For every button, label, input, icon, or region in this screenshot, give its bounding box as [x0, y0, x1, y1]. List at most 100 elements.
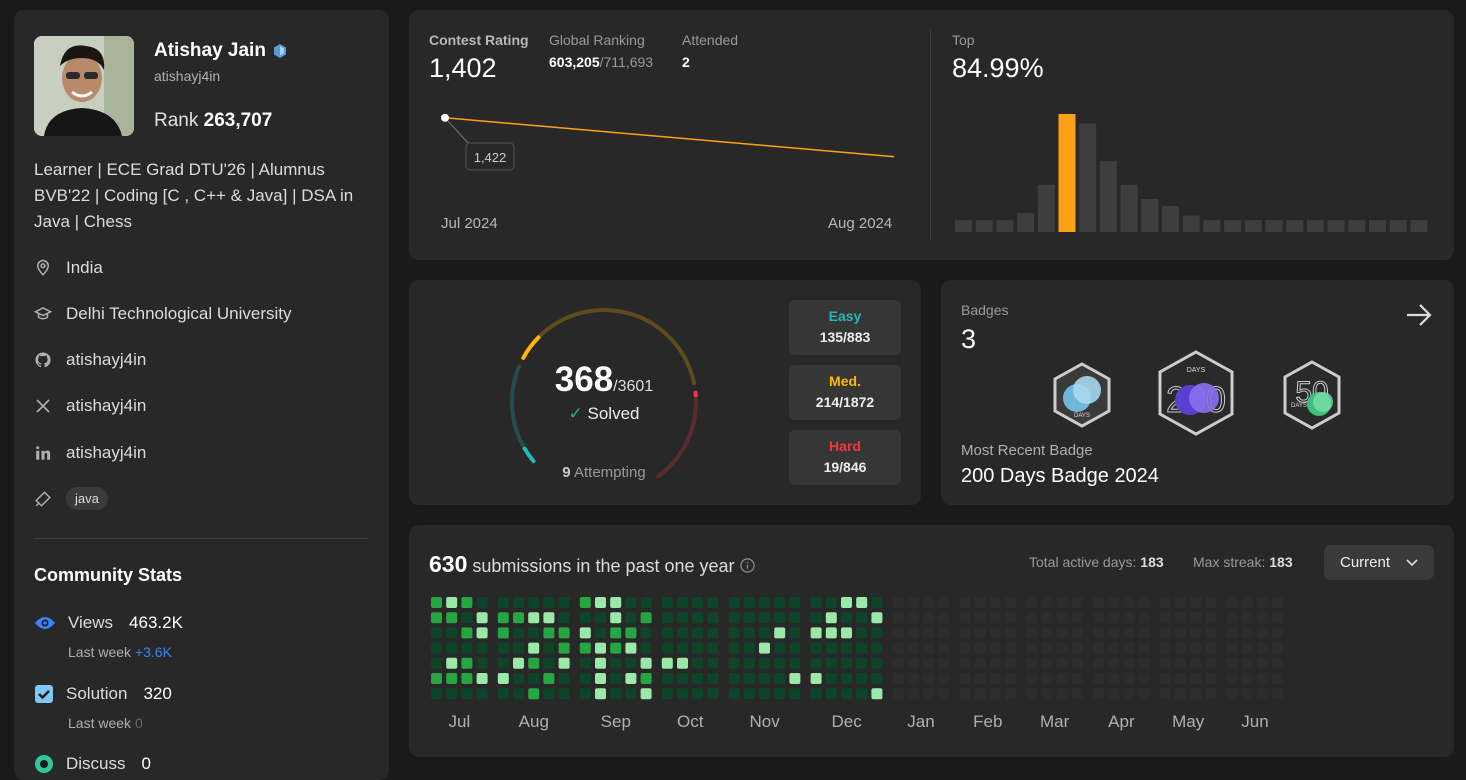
heatmap-cell[interactable] — [662, 612, 673, 623]
year-dropdown[interactable]: Current — [1324, 545, 1434, 580]
heatmap-cell[interactable] — [1026, 643, 1037, 654]
heatmap-cell[interactable] — [841, 612, 852, 623]
heatmap-cell[interactable] — [580, 627, 591, 638]
heatmap-cell[interactable] — [1093, 688, 1104, 699]
heatmap-cell[interactable] — [431, 658, 442, 669]
heatmap-cell[interactable] — [1093, 612, 1104, 623]
badge-icon-first[interactable]: DAYS — [1051, 362, 1113, 428]
heatmap-cell[interactable] — [1093, 673, 1104, 684]
heatmap-cell[interactable] — [498, 673, 509, 684]
x-row[interactable]: atishayj4in — [34, 396, 146, 416]
heatmap-cell[interactable] — [774, 643, 785, 654]
heatmap-cell[interactable] — [1005, 658, 1016, 669]
heatmap-cell[interactable] — [1190, 658, 1201, 669]
badge-icon-50-days[interactable]: 50 DAYS — [1281, 360, 1343, 430]
heatmap-cell[interactable] — [513, 597, 524, 608]
heatmap-cell[interactable] — [580, 673, 591, 684]
heatmap-cell[interactable] — [893, 612, 904, 623]
heatmap-cell[interactable] — [1272, 658, 1283, 669]
heatmap-cell[interactable] — [1139, 597, 1150, 608]
heatmap-cell[interactable] — [774, 597, 785, 608]
heatmap-cell[interactable] — [744, 688, 755, 699]
heatmap-cell[interactable] — [1123, 673, 1134, 684]
heatmap-cell[interactable] — [461, 688, 472, 699]
heatmap-cell[interactable] — [528, 627, 539, 638]
heatmap-cell[interactable] — [1005, 612, 1016, 623]
heatmap-cell[interactable] — [1242, 627, 1253, 638]
heatmap-cell[interactable] — [1272, 688, 1283, 699]
rating-line-chart[interactable]: 1,422 — [429, 100, 909, 180]
heatmap-cell[interactable] — [559, 673, 570, 684]
heatmap-cell[interactable] — [559, 627, 570, 638]
heatmap-cell[interactable] — [1057, 612, 1068, 623]
heatmap-cell[interactable] — [692, 688, 703, 699]
heatmap-cell[interactable] — [975, 612, 986, 623]
heatmap-cell[interactable] — [1041, 612, 1052, 623]
heatmap-cell[interactable] — [759, 612, 770, 623]
heatmap-cell[interactable] — [1139, 673, 1150, 684]
heatmap-cell[interactable] — [1257, 612, 1268, 623]
heatmap-cell[interactable] — [513, 688, 524, 699]
heatmap-cell[interactable] — [1072, 612, 1083, 623]
heatmap-cell[interactable] — [789, 643, 800, 654]
heatmap-cell[interactable] — [744, 658, 755, 669]
heatmap-cell[interactable] — [893, 688, 904, 699]
heatmap-cell[interactable] — [446, 658, 457, 669]
heatmap-cell[interactable] — [811, 597, 822, 608]
heatmap-cell[interactable] — [908, 627, 919, 638]
heatmap-cell[interactable] — [1257, 643, 1268, 654]
heatmap-cell[interactable] — [1108, 658, 1119, 669]
heatmap-cell[interactable] — [1175, 673, 1186, 684]
heatmap-cell[interactable] — [707, 658, 718, 669]
heatmap-cell[interactable] — [1242, 643, 1253, 654]
heatmap-cell[interactable] — [1139, 658, 1150, 669]
heatmap-cell[interactable] — [789, 627, 800, 638]
heatmap-cell[interactable] — [610, 597, 621, 608]
heatmap-cell[interactable] — [1160, 688, 1171, 699]
heatmap-cell[interactable] — [1190, 627, 1201, 638]
heatmap-cell[interactable] — [841, 627, 852, 638]
heatmap-cell[interactable] — [1242, 688, 1253, 699]
heatmap-cell[interactable] — [707, 627, 718, 638]
heatmap-cell[interactable] — [908, 643, 919, 654]
heatmap-cell[interactable] — [841, 597, 852, 608]
heatmap-cell[interactable] — [477, 658, 488, 669]
heatmap-cell[interactable] — [580, 658, 591, 669]
heatmap-cell[interactable] — [1108, 597, 1119, 608]
heatmap-cell[interactable] — [1160, 673, 1171, 684]
heatmap-cell[interactable] — [625, 673, 636, 684]
heatmap-cell[interactable] — [1057, 627, 1068, 638]
heatmap-cell[interactable] — [1257, 688, 1268, 699]
heatmap-cell[interactable] — [1175, 612, 1186, 623]
heatmap-cell[interactable] — [1242, 597, 1253, 608]
heatmap-cell[interactable] — [1072, 688, 1083, 699]
heatmap-cell[interactable] — [1093, 627, 1104, 638]
heatmap-cell[interactable] — [975, 597, 986, 608]
heatmap-cell[interactable] — [923, 643, 934, 654]
heatmap-cell[interactable] — [729, 643, 740, 654]
heatmap-cell[interactable] — [461, 627, 472, 638]
heatmap-cell[interactable] — [461, 658, 472, 669]
heatmap-cell[interactable] — [461, 643, 472, 654]
heatmap-cell[interactable] — [543, 597, 554, 608]
heatmap-cell[interactable] — [662, 688, 673, 699]
heatmap-cell[interactable] — [1257, 627, 1268, 638]
heatmap-cell[interactable] — [1227, 658, 1238, 669]
heatmap-cell[interactable] — [1108, 673, 1119, 684]
heatmap-cell[interactable] — [975, 673, 986, 684]
heatmap-cell[interactable] — [1272, 673, 1283, 684]
github-row[interactable]: atishayj4in — [34, 350, 146, 370]
heatmap-cell[interactable] — [1072, 597, 1083, 608]
heatmap-cell[interactable] — [662, 658, 673, 669]
heatmap-cell[interactable] — [610, 627, 621, 638]
heatmap-cell[interactable] — [461, 612, 472, 623]
heatmap-cell[interactable] — [1123, 658, 1134, 669]
heatmap-cell[interactable] — [1057, 658, 1068, 669]
heatmap-cell[interactable] — [789, 612, 800, 623]
heatmap-cell[interactable] — [1041, 597, 1052, 608]
heatmap-cell[interactable] — [871, 643, 882, 654]
heatmap-cell[interactable] — [692, 643, 703, 654]
heatmap-cell[interactable] — [625, 627, 636, 638]
heatmap-cell[interactable] — [707, 688, 718, 699]
heatmap-cell[interactable] — [610, 673, 621, 684]
